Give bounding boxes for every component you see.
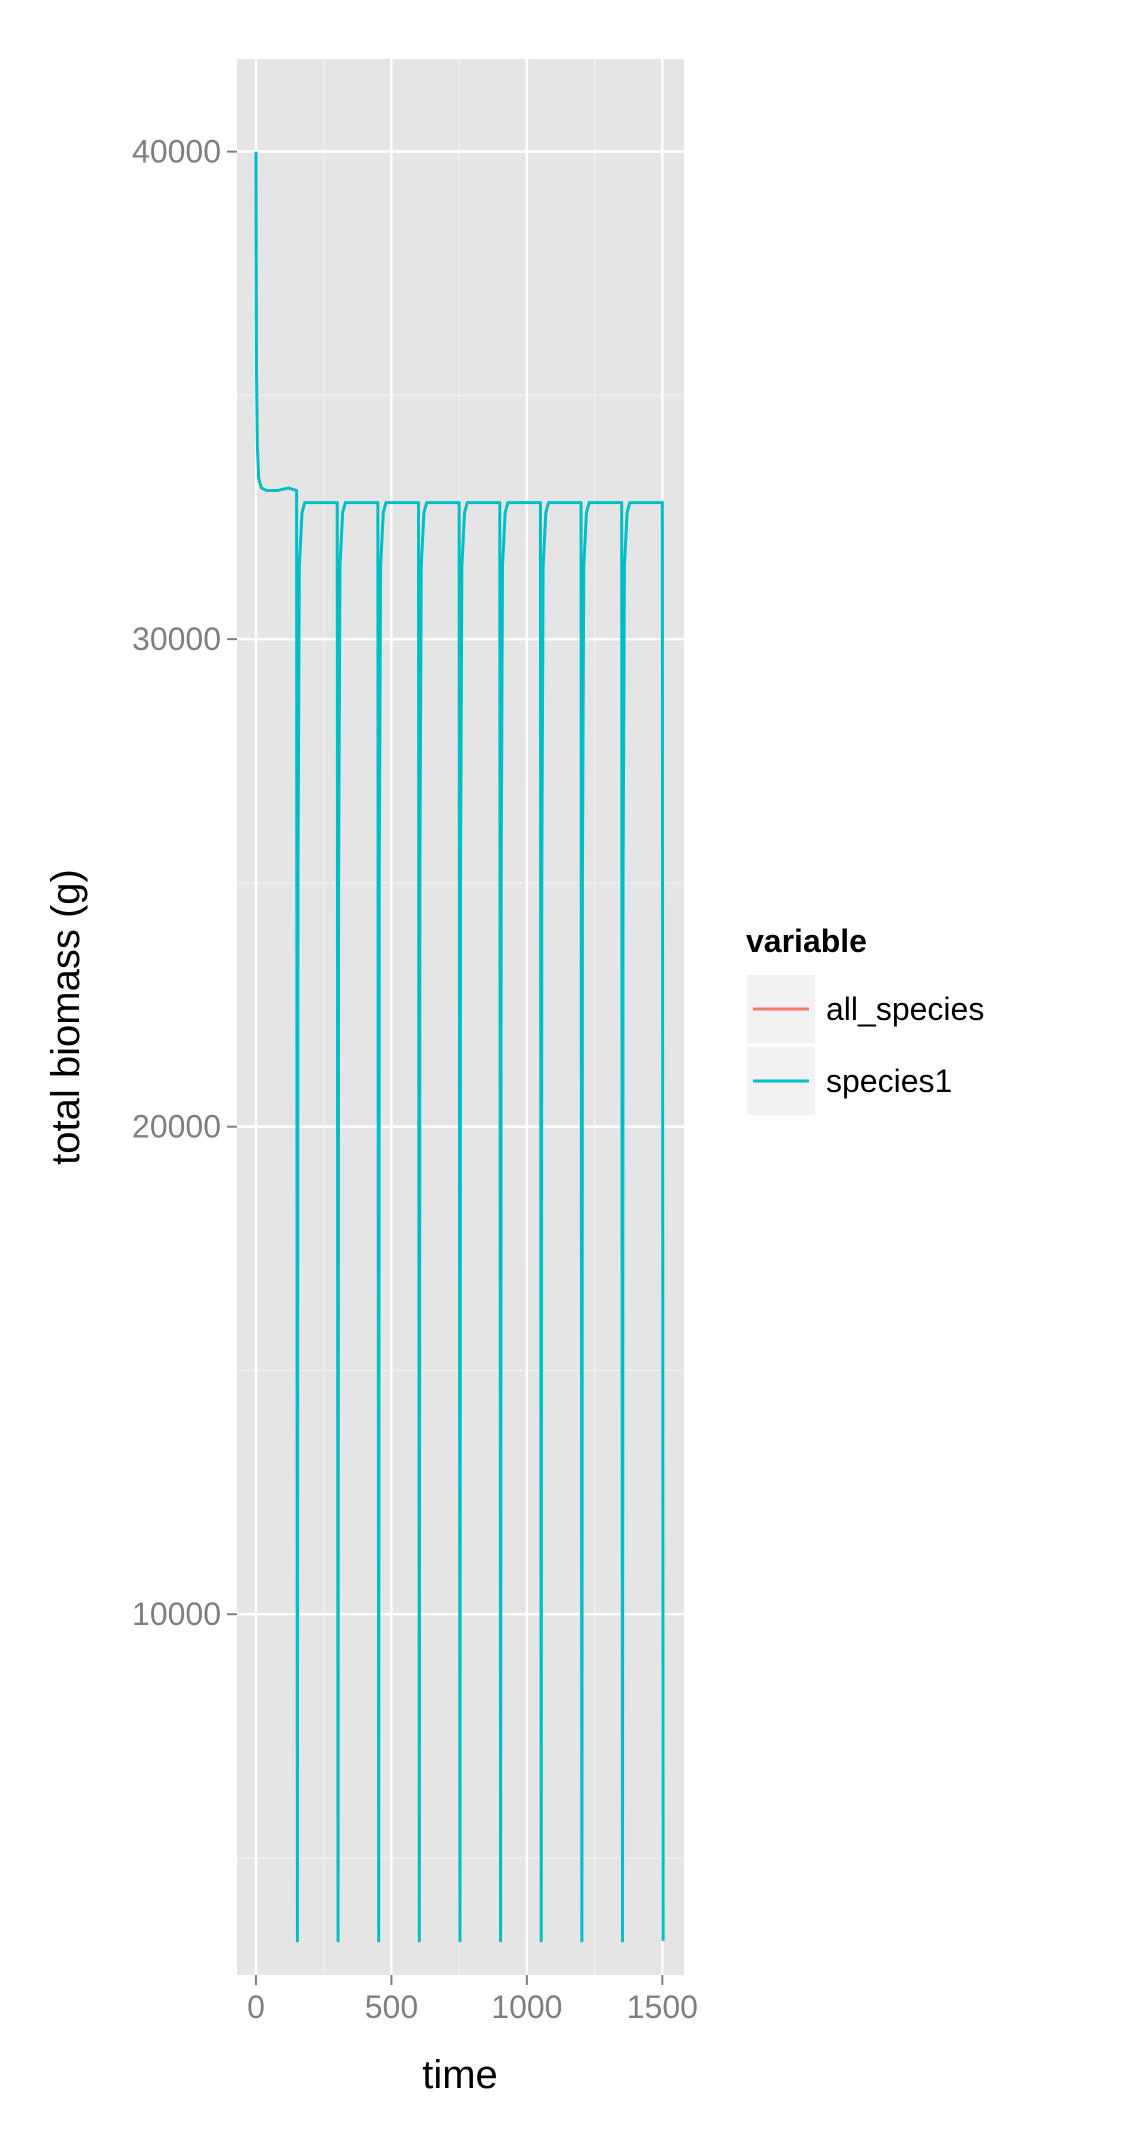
y-tick-label: 30000 <box>132 621 221 657</box>
x-axis: 0 500 1000 1500 <box>247 1975 698 2025</box>
x-tick-label: 1000 <box>491 1989 562 2025</box>
x-tick-label: 1500 <box>627 1989 698 2025</box>
x-axis-title: time <box>422 2053 498 2097</box>
y-tick-label: 20000 <box>132 1109 221 1145</box>
y-axis-title: total biomass (g) <box>44 869 88 1165</box>
x-tick-label: 0 <box>247 1989 265 2025</box>
series-line-species1 <box>254 151 665 1943</box>
legend-label-species1: species1 <box>826 1063 952 1099</box>
y-tick-label: 40000 <box>132 134 221 170</box>
y-tick-label: 10000 <box>132 1596 221 1632</box>
x-tick-label: 500 <box>365 1989 418 2025</box>
series-layer <box>254 151 665 1943</box>
legend-label-all_species: all_species <box>826 991 984 1027</box>
y-axis: 10000 20000 30000 40000 <box>132 134 237 1632</box>
legend-title: variable <box>746 923 867 959</box>
legend: variable all_species species1 <box>745 923 984 1117</box>
